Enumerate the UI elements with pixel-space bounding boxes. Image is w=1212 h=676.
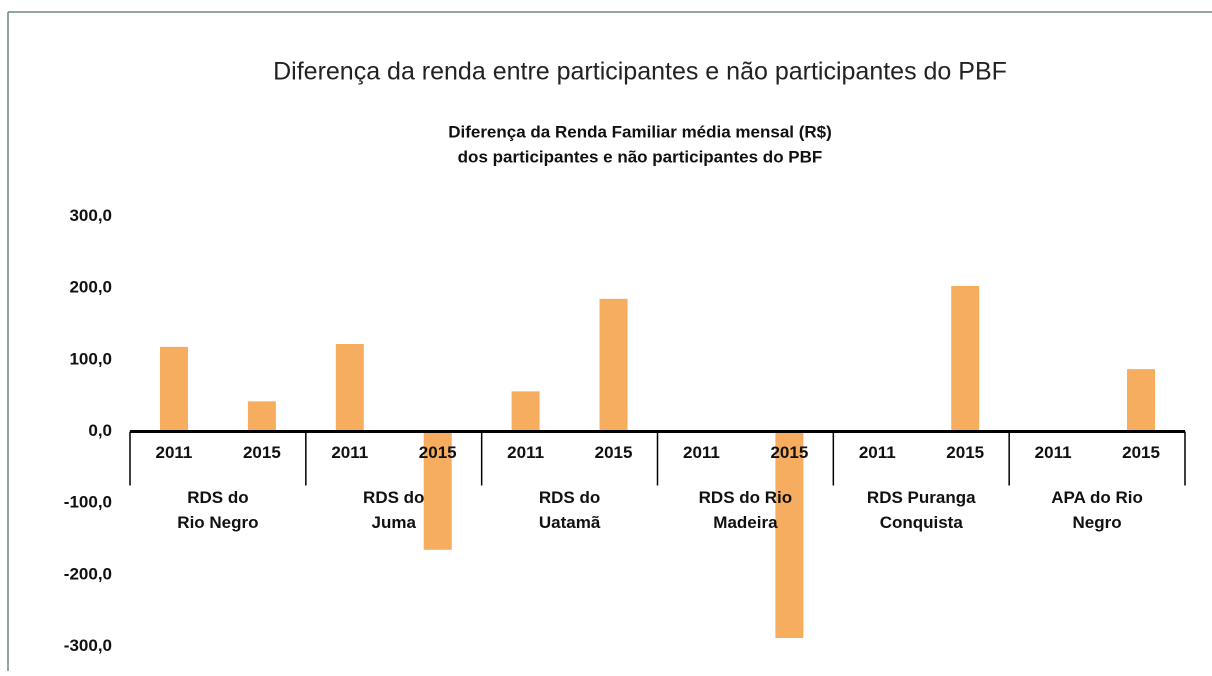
y-tick-label: 100,0 [69, 349, 112, 368]
group-label: Negro [1073, 513, 1122, 532]
group-label: RDS do [539, 488, 600, 507]
x-tick-label: 2011 [156, 443, 193, 462]
bar [335, 344, 364, 432]
group-label: Conquista [880, 513, 964, 532]
group-label: Madeira [713, 513, 778, 532]
bar [511, 391, 540, 432]
x-tick-label: 2015 [770, 443, 808, 462]
x-tick-label: 2015 [946, 443, 984, 462]
y-tick-label: 200,0 [69, 278, 112, 297]
y-tick-label: -300,0 [64, 636, 112, 655]
bar [159, 346, 188, 432]
bar [951, 285, 980, 432]
bar [247, 401, 276, 432]
x-tick-label: 2015 [595, 443, 633, 462]
group-label: Juma [372, 513, 417, 532]
y-tick-label: -100,0 [64, 493, 112, 512]
chart-subtitle: Diferença da Renda Familiar média mensal… [448, 122, 832, 141]
x-tick-label: 2011 [683, 443, 720, 462]
group-label: Uatamã [539, 513, 601, 532]
x-tick-label: 2015 [243, 443, 281, 462]
group-label: RDS do [187, 488, 248, 507]
x-tick-label: 2011 [331, 443, 368, 462]
y-tick-label: -200,0 [64, 564, 112, 583]
x-tick-label: 2015 [1122, 443, 1160, 462]
x-tick-label: 2015 [419, 443, 457, 462]
x-tick-label: 2011 [507, 443, 544, 462]
bar [1127, 369, 1156, 432]
chart-title: Diferença da renda entre participantes e… [273, 58, 1007, 86]
y-tick-label: 300,0 [69, 206, 112, 225]
bar [599, 298, 628, 432]
x-tick-label: 2011 [859, 443, 896, 462]
group-label: APA do Rio [1051, 488, 1143, 507]
y-tick-label: 0,0 [88, 421, 112, 440]
group-label: RDS Puranga [867, 488, 976, 507]
chart-subtitle: dos participantes e não participantes do… [458, 147, 823, 166]
group-label: RDS do Rio [699, 488, 793, 507]
bar [423, 431, 452, 550]
group-label: Rio Negro [177, 513, 258, 532]
x-tick-label: 2011 [1035, 443, 1072, 462]
group-label: RDS do [363, 488, 424, 507]
bar [775, 431, 804, 638]
